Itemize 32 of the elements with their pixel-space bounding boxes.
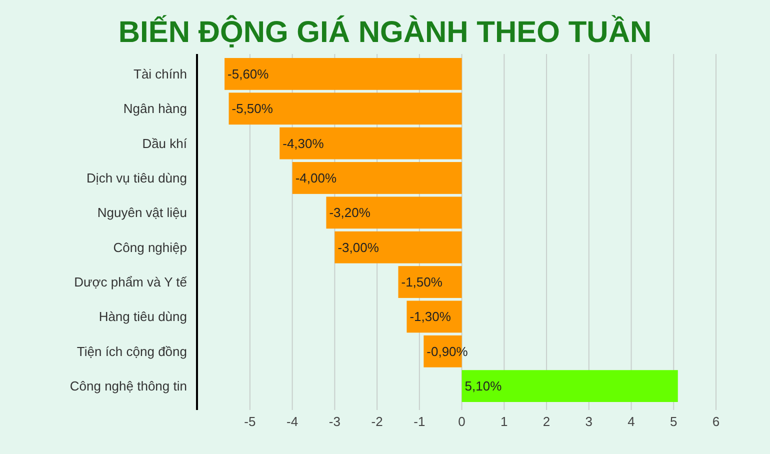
y-tick-label: Tiện ích cộng đồng bbox=[76, 344, 187, 359]
data-label: -4,00% bbox=[295, 170, 337, 186]
y-tick-label: Ngân hàng bbox=[123, 101, 187, 116]
x-tick-label: -1 bbox=[414, 414, 426, 429]
data-label: -5,50% bbox=[232, 101, 274, 116]
x-tick-label: 3 bbox=[585, 414, 593, 429]
y-tick-label: Công nghiệp bbox=[113, 240, 187, 255]
x-tick-label: -2 bbox=[371, 414, 383, 429]
data-label: -3,00% bbox=[338, 240, 380, 255]
y-tick-label: Dịch vụ tiêu dùng bbox=[86, 170, 187, 186]
data-label: -1,30% bbox=[410, 309, 452, 324]
x-tick-label: 1 bbox=[500, 414, 508, 429]
x-tick-label: 4 bbox=[628, 414, 635, 429]
y-tick-label: Dược phẩm và Y tế bbox=[74, 274, 188, 290]
x-tick-label: -4 bbox=[286, 414, 298, 429]
chart-title: BIẾN ĐỘNG GIÁ NGÀNH THEO TUẦN bbox=[118, 15, 652, 49]
y-tick-label: Tài chính bbox=[134, 66, 187, 82]
data-label: -4,30% bbox=[282, 136, 324, 151]
x-tick-label: -5 bbox=[244, 414, 256, 429]
y-tick-label: Dầu khí bbox=[142, 136, 188, 151]
y-tick-label: Hàng tiêu dùng bbox=[98, 309, 187, 324]
x-tick-label: 6 bbox=[712, 414, 720, 429]
x-tick-label: -3 bbox=[328, 414, 340, 429]
x-tick-label: 5 bbox=[670, 414, 678, 429]
data-label: 5,10% bbox=[464, 378, 502, 394]
data-label: -3,20% bbox=[329, 205, 371, 220]
x-tick-label: 2 bbox=[542, 414, 550, 429]
y-tick-label: Công nghệ thông tin bbox=[70, 378, 187, 394]
y-tick-label: Nguyên vật liệu bbox=[97, 205, 187, 220]
x-tick-label: 0 bbox=[458, 414, 466, 429]
data-label: -5,60% bbox=[228, 66, 270, 82]
data-label: -1,50% bbox=[401, 274, 443, 290]
